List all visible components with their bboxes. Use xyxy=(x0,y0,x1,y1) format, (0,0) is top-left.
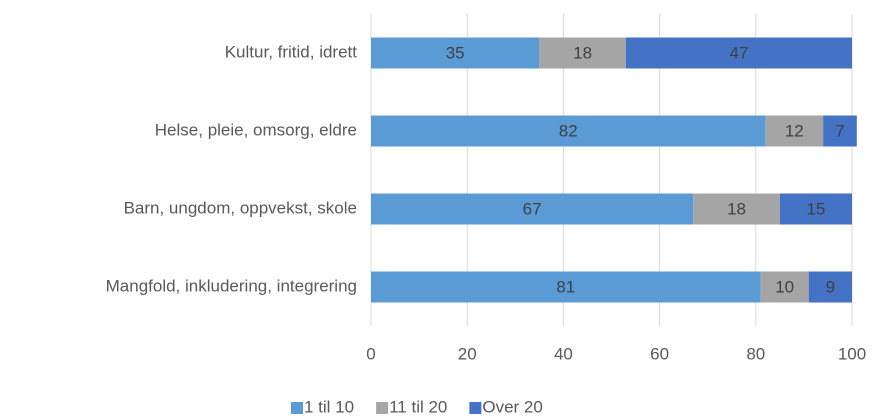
data-label: 10 xyxy=(775,277,794,296)
y-tick-label: Helse, pleie, omsorg, eldre xyxy=(155,120,357,139)
legend-swatch xyxy=(291,402,303,414)
bar-segment xyxy=(693,193,780,225)
legend-swatch xyxy=(469,402,482,414)
data-label: 7 xyxy=(835,121,844,140)
bar-segment xyxy=(371,115,766,147)
bar-segment xyxy=(765,115,824,147)
x-tick-label: 60 xyxy=(650,344,669,363)
bar-segment xyxy=(808,271,852,303)
legend-label: 1 til 10 xyxy=(304,397,354,416)
bar-segment xyxy=(371,193,694,225)
data-label: 9 xyxy=(826,277,835,296)
data-label: 35 xyxy=(446,43,465,62)
x-tick-label: 80 xyxy=(746,344,765,363)
y-tick-label: Barn, ungdom, oppvekst, skole xyxy=(124,198,357,217)
y-tick-label: Kultur, fritid, idrett xyxy=(225,42,358,61)
legend-label: Over 20 xyxy=(482,397,542,416)
bar-segment xyxy=(760,271,809,303)
data-label: 47 xyxy=(730,43,749,62)
data-label: 15 xyxy=(806,199,825,218)
data-label: 12 xyxy=(785,121,804,140)
legend-label: 11 til 20 xyxy=(389,397,447,416)
x-tick-label: 0 xyxy=(366,344,375,363)
bar-segment xyxy=(371,271,761,303)
x-tick-label: 40 xyxy=(554,344,573,363)
legend-swatch xyxy=(376,402,389,414)
data-label: 67 xyxy=(523,199,542,218)
bar-segment xyxy=(371,37,540,69)
x-tick-label: 20 xyxy=(458,344,477,363)
data-label: 82 xyxy=(559,121,578,140)
bar-segment xyxy=(625,37,852,69)
data-label: 18 xyxy=(727,199,746,218)
x-tick-label: 100 xyxy=(838,344,866,363)
data-label: 81 xyxy=(556,277,575,296)
data-label: 18 xyxy=(573,43,592,62)
y-tick-label: Mangfold, inkludering, integrering xyxy=(106,276,357,295)
bar-segment xyxy=(779,193,852,225)
bar-segment xyxy=(823,115,857,147)
bar-segment xyxy=(539,37,626,69)
